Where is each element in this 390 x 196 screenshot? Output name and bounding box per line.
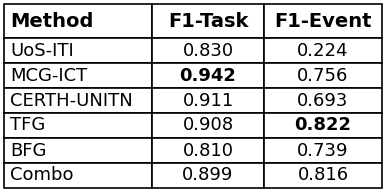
- Text: MCG-ICT: MCG-ICT: [10, 66, 87, 84]
- Text: 0.942: 0.942: [179, 66, 236, 84]
- Bar: [4, 138, 152, 163]
- Bar: [264, 4, 382, 38]
- Bar: [4, 38, 152, 63]
- Bar: [264, 138, 382, 163]
- Text: 0.756: 0.756: [297, 66, 349, 84]
- Bar: [264, 63, 382, 88]
- Bar: [264, 113, 382, 138]
- Bar: [4, 163, 152, 188]
- Bar: [152, 4, 264, 38]
- Bar: [264, 88, 382, 113]
- Text: UoS-ITI: UoS-ITI: [10, 42, 74, 60]
- Text: Method: Method: [10, 12, 93, 31]
- Text: F1-Event: F1-Event: [274, 12, 372, 31]
- Bar: [4, 113, 152, 138]
- Text: 0.816: 0.816: [298, 166, 349, 184]
- Text: 0.810: 0.810: [183, 142, 234, 160]
- Bar: [4, 63, 152, 88]
- Bar: [264, 38, 382, 63]
- Text: Combo: Combo: [10, 166, 73, 184]
- Bar: [4, 88, 152, 113]
- Text: TFG: TFG: [10, 116, 45, 134]
- Text: 0.822: 0.822: [294, 116, 351, 134]
- Bar: [152, 163, 264, 188]
- Text: CERTH-UNITN: CERTH-UNITN: [10, 92, 133, 110]
- Text: 0.899: 0.899: [182, 166, 234, 184]
- Text: BFG: BFG: [10, 142, 46, 160]
- Text: 0.693: 0.693: [297, 92, 349, 110]
- Text: F1-Task: F1-Task: [168, 12, 248, 31]
- Bar: [152, 63, 264, 88]
- Text: 0.830: 0.830: [183, 42, 234, 60]
- Bar: [152, 88, 264, 113]
- Bar: [4, 4, 152, 38]
- Text: 0.224: 0.224: [297, 42, 349, 60]
- Text: 0.911: 0.911: [183, 92, 234, 110]
- Bar: [152, 38, 264, 63]
- Text: 0.908: 0.908: [183, 116, 234, 134]
- Text: 0.739: 0.739: [297, 142, 349, 160]
- Bar: [152, 113, 264, 138]
- Bar: [264, 163, 382, 188]
- Bar: [152, 138, 264, 163]
